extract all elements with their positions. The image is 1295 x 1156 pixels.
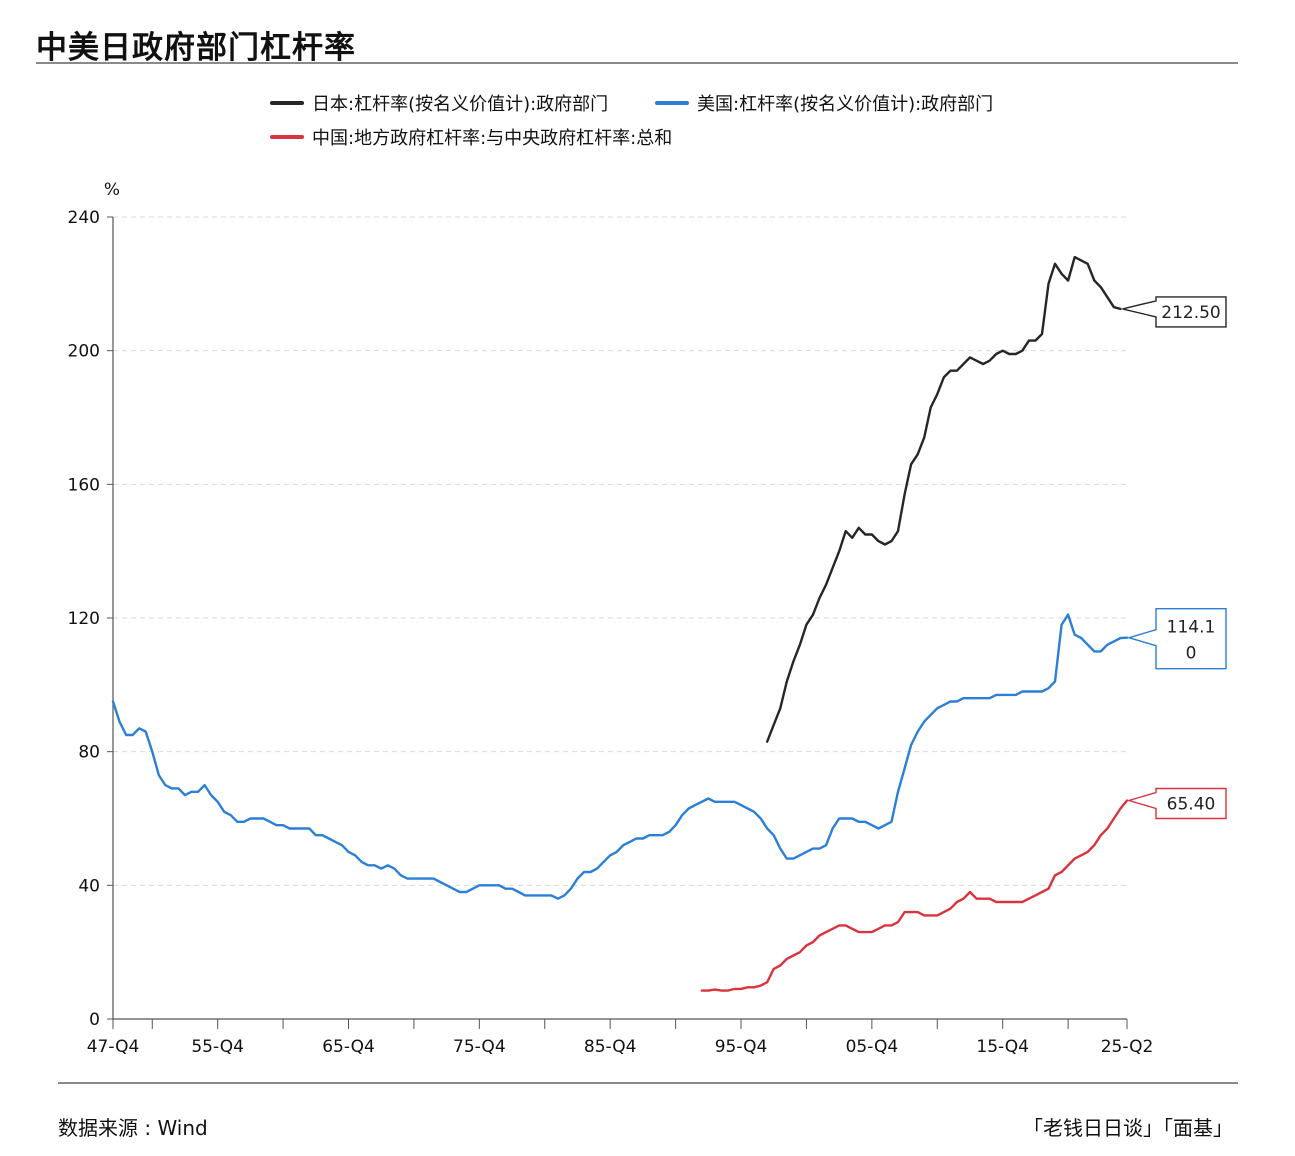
legend-label-china: 中国:地方政府杠杆率:与中央政府杠杆率:总和 <box>312 128 673 149</box>
legend-swatch-china <box>270 135 304 139</box>
callout-value-china: 65.40 <box>1167 794 1216 814</box>
y-axis-unit-label: % <box>104 180 120 200</box>
callout-box-usa <box>1126 608 1227 670</box>
legend-item-japan[interactable]: 日本:杠杆率(按名义价值计):政府部门 <box>270 90 608 116</box>
title-divider <box>36 62 1238 64</box>
x-tick-label: 75-Q4 <box>453 1037 506 1057</box>
y-tick-label: 80 <box>78 743 100 763</box>
callout-value-japan: 212.50 <box>1161 303 1220 323</box>
brand-credit: 「老钱日日谈」「面基」 <box>1023 1116 1233 1140</box>
y-tick-label: 120 <box>68 609 100 629</box>
x-tick-label: 85-Q4 <box>584 1037 637 1057</box>
callout-china: 65.40 <box>1126 787 1227 820</box>
callout-usa: 114.10 <box>1126 608 1227 670</box>
callout-japan: 212.50 <box>1122 296 1227 328</box>
y-tick-label: 40 <box>78 876 100 896</box>
chart-title: 中美日政府部门杠杆率 <box>36 30 356 66</box>
x-tick-label: 05-Q4 <box>846 1037 899 1057</box>
y-tick-label: 240 <box>68 208 100 228</box>
legend-swatch-japan <box>270 101 304 105</box>
series-line-japan <box>766 255 1122 743</box>
x-tick-label: 55-Q4 <box>191 1037 244 1057</box>
legend-label-japan: 日本:杠杆率(按名义价值计):政府部门 <box>312 94 609 115</box>
y-tick-label: 0 <box>89 1010 100 1030</box>
legend-label-usa: 美国:杠杆率(按名义价值计):政府部门 <box>697 94 994 115</box>
x-tick-label: 47-Q4 <box>87 1037 140 1057</box>
x-tick-label: 65-Q4 <box>322 1037 375 1057</box>
x-tick-label: 15-Q4 <box>976 1037 1029 1057</box>
data-source: 数据来源 : Wind <box>58 1116 208 1140</box>
x-tick-label: 95-Q4 <box>715 1037 768 1057</box>
axes: 0 40 80 120 160 200 240 47-Q4 55-Q4 65-Q4 75-Q4 85-… <box>68 208 1154 1057</box>
callout-box-japan <box>1122 296 1227 328</box>
legend-swatch-usa <box>655 101 689 105</box>
series-line-china <box>700 799 1129 992</box>
footer-divider <box>58 1082 1238 1084</box>
series-lines <box>111 255 1129 992</box>
callout-value-cont-usa: 0 <box>1186 644 1197 664</box>
y-tick-label: 200 <box>68 342 100 362</box>
legend-item-china[interactable]: 中国:地方政府杠杆率:与中央政府杠杆率:总和 <box>270 124 672 150</box>
x-tick-label: 25-Q2 <box>1101 1037 1154 1057</box>
callout-box-china <box>1126 787 1227 820</box>
grid-lines <box>113 216 1127 886</box>
callout-value-usa: 114.1 <box>1167 618 1216 638</box>
y-tick-label: 160 <box>68 475 100 495</box>
legend-item-usa[interactable]: 美国:杠杆率(按名义价值计):政府部门 <box>655 90 993 116</box>
series-line-usa <box>111 613 1129 900</box>
